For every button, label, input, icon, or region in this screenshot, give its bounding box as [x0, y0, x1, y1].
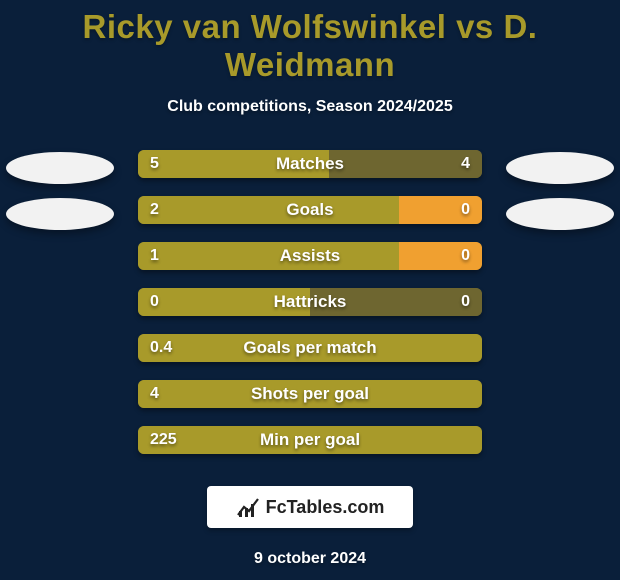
stat-bar: 10Assists: [138, 242, 482, 270]
stat-value-right: 4: [461, 150, 470, 178]
stat-value-left: 1: [150, 242, 159, 270]
bar-segment-left: [138, 334, 482, 362]
stat-bar: 00Hattricks: [138, 288, 482, 316]
bar-segment-right: [329, 150, 482, 178]
player-badge-right: [506, 152, 614, 184]
stat-row: 00Hattricks: [0, 288, 620, 334]
stat-value-left: 225: [150, 426, 177, 454]
bar-segment-left: [138, 242, 399, 270]
stat-value-left: 2: [150, 196, 159, 224]
chart-icon: [236, 495, 260, 519]
stat-rows: 54Matches20Goals10Assists00Hattricks0.4G…: [0, 150, 620, 472]
stat-value-left: 4: [150, 380, 159, 408]
bar-segment-left: [138, 426, 482, 454]
stat-value-left: 5: [150, 150, 159, 178]
stat-row: 10Assists: [0, 242, 620, 288]
stat-row: 20Goals: [0, 196, 620, 242]
stat-bar: 0.4Goals per match: [138, 334, 482, 362]
stat-row: 225Min per goal: [0, 426, 620, 472]
stat-value-left: 0.4: [150, 334, 172, 362]
stat-bar: 4Shots per goal: [138, 380, 482, 408]
stat-value-right: 0: [461, 288, 470, 316]
stat-bar: 54Matches: [138, 150, 482, 178]
bar-segment-right: [310, 288, 482, 316]
stat-value-left: 0: [150, 288, 159, 316]
stat-value-right: 0: [461, 196, 470, 224]
stat-row: 0.4Goals per match: [0, 334, 620, 380]
bar-segment-left: [138, 288, 310, 316]
date-label: 9 october 2024: [0, 550, 620, 568]
stat-bar: 225Min per goal: [138, 426, 482, 454]
bar-segment-left: [138, 196, 399, 224]
stat-bar: 20Goals: [138, 196, 482, 224]
comparison-infographic: Ricky van Wolfswinkel vs D. Weidmann Clu…: [0, 0, 620, 580]
page-title: Ricky van Wolfswinkel vs D. Weidmann: [0, 8, 620, 84]
player-badge-right: [506, 198, 614, 230]
watermark-text: FcTables.com: [266, 497, 385, 518]
bar-segment-left: [138, 150, 329, 178]
stat-row: 54Matches: [0, 150, 620, 196]
bar-segment-left: [138, 380, 482, 408]
player-badge-left: [6, 198, 114, 230]
player-badge-left: [6, 152, 114, 184]
subtitle: Club competitions, Season 2024/2025: [0, 98, 620, 116]
stat-row: 4Shots per goal: [0, 380, 620, 426]
stat-value-right: 0: [461, 242, 470, 270]
watermark: FcTables.com: [207, 486, 413, 528]
